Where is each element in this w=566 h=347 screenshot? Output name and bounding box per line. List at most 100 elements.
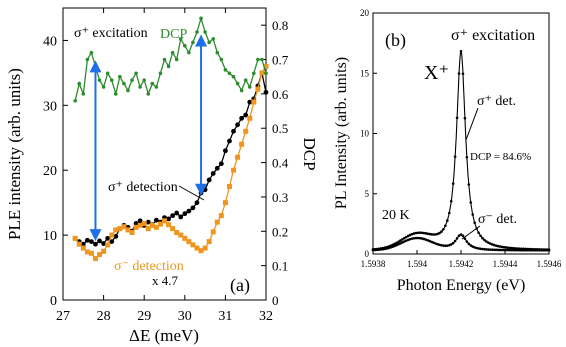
panel-b-data-point xyxy=(489,248,492,251)
panel-b-data-point xyxy=(426,232,430,236)
panel-b-data-point xyxy=(447,211,451,215)
panel-a-data-point xyxy=(97,238,102,244)
panel-b-data-point xyxy=(430,240,433,244)
panel-b-data-point xyxy=(428,239,432,243)
panel-a-data-point xyxy=(207,40,211,45)
panel-b-data-point xyxy=(440,230,443,233)
panel-b-data-point xyxy=(535,248,539,252)
panel-a-ytick-label: 30 xyxy=(43,99,57,114)
panel-a-data-point xyxy=(77,81,82,86)
panel-b-data-point xyxy=(463,237,467,240)
panel-b-data-point xyxy=(506,246,510,249)
panel-b-data-point xyxy=(442,244,445,247)
panel-a-data-point xyxy=(117,226,123,232)
panel-b-data-point xyxy=(406,238,410,242)
panel-a-data-point xyxy=(214,165,220,171)
panel-b-data-point xyxy=(418,236,422,240)
panel-a-data-point xyxy=(166,222,172,228)
panel-a-data-point xyxy=(256,57,260,62)
panel-b-data-point xyxy=(395,243,398,247)
panel-a-data-point xyxy=(153,217,159,223)
panel-b-data-point xyxy=(514,248,518,252)
panel-b-data-point xyxy=(410,232,414,236)
panel-b-label: (b) xyxy=(385,30,406,51)
panel-b-data-point xyxy=(399,242,402,245)
panel-a-sigma-minus-label: σ⁻ detection xyxy=(114,259,184,274)
panel-b-data-point xyxy=(379,248,383,251)
panel-b-sigma-minus-leader xyxy=(461,225,481,240)
panel-b-data-point xyxy=(467,242,471,246)
panel-b-data-point xyxy=(492,243,496,247)
panel-a-data-point xyxy=(166,216,171,222)
panel-a-data-point xyxy=(84,249,90,255)
panel-b-data-point xyxy=(473,246,476,249)
panel-b-data-point xyxy=(471,213,475,216)
panel-b-data-point xyxy=(414,236,418,240)
panel-b-data-point xyxy=(524,248,527,252)
panel-b-data-point xyxy=(426,239,430,242)
panel-b-xtick-label: 1.5938 xyxy=(361,259,386,269)
panel-a-data-point xyxy=(194,200,200,206)
panel-b-data-point xyxy=(436,242,439,246)
panel-b-data-point xyxy=(522,248,525,252)
panel-a-data-point xyxy=(211,37,216,41)
panel-a-data-point xyxy=(215,50,220,55)
panel-b-ytick-label: 5 xyxy=(365,189,370,199)
panel-a-xtick-label: 32 xyxy=(259,309,273,324)
panel-a-data-point xyxy=(170,226,176,232)
panel-a-data-point xyxy=(186,239,192,245)
panel-b-data-point xyxy=(404,239,408,242)
panel-a-y2tick-label: 0.4 xyxy=(272,156,289,171)
panel-b-data-point xyxy=(424,238,428,241)
panel-a-data-point xyxy=(97,78,102,82)
panel-a-data-point xyxy=(101,85,106,89)
panel-a-data-point xyxy=(231,167,237,173)
panel-a-data-point xyxy=(263,63,269,69)
panel-a-data-point xyxy=(105,242,111,248)
panel-a-data-point xyxy=(109,239,115,245)
panel-a-label: (a) xyxy=(230,275,250,296)
panel-b-data-point xyxy=(473,221,476,225)
panel-a-data-point xyxy=(194,245,200,251)
panel-b-data-point xyxy=(402,240,406,243)
panel-b-data-point xyxy=(487,241,490,244)
panel-b-data-point xyxy=(461,234,465,238)
panel-b-data-point xyxy=(391,243,394,247)
panel-b-data-point xyxy=(393,242,396,246)
panel-b-data-point xyxy=(455,116,459,120)
panel-a-xtick-label: 31 xyxy=(218,309,232,324)
panel-a-data-point xyxy=(126,88,130,93)
panel-a-ytick-label: 40 xyxy=(43,34,57,49)
panel-b-data-point xyxy=(414,231,418,235)
panel-a-ylabel: PLE intensity (arb. units) xyxy=(5,68,24,240)
panel-b-data-point xyxy=(401,241,404,244)
panel-b-data-point xyxy=(424,232,428,235)
panel-a-data-point xyxy=(186,208,192,214)
panel-a-data-point xyxy=(166,64,171,69)
panel-b-data-point xyxy=(481,247,484,251)
panel-a-data-point xyxy=(150,81,155,86)
panel-b-data-point xyxy=(467,183,471,186)
panel-b-data-point xyxy=(418,231,422,234)
panel-a-data-point xyxy=(145,226,151,232)
panel-b-data-point xyxy=(412,232,416,235)
panel-b-data-point xyxy=(451,241,455,245)
panel-b-data-point xyxy=(447,243,451,247)
panel-a-data-point xyxy=(174,210,180,216)
panel-a-data-point xyxy=(133,224,139,230)
panel-a-data-point xyxy=(227,71,232,76)
panel-a-data-point xyxy=(125,227,131,233)
panel-b-data-point xyxy=(438,231,441,235)
panel-b-data-point xyxy=(489,242,492,245)
panel-b-data-point xyxy=(399,239,402,242)
panel-a-xtick-label: 29 xyxy=(137,309,151,324)
panel-b-data-point xyxy=(490,243,494,246)
panel-a-data-point xyxy=(195,30,199,34)
panel-b-data-point xyxy=(475,246,478,250)
panel-a-y2tick-label: 0 xyxy=(272,293,279,308)
panel-a-xtick-label: 30 xyxy=(178,309,192,324)
panel-a-data-point xyxy=(223,148,228,154)
panel-a-dcp-label: DCP xyxy=(160,27,187,42)
panel-b-data-point xyxy=(401,238,404,241)
